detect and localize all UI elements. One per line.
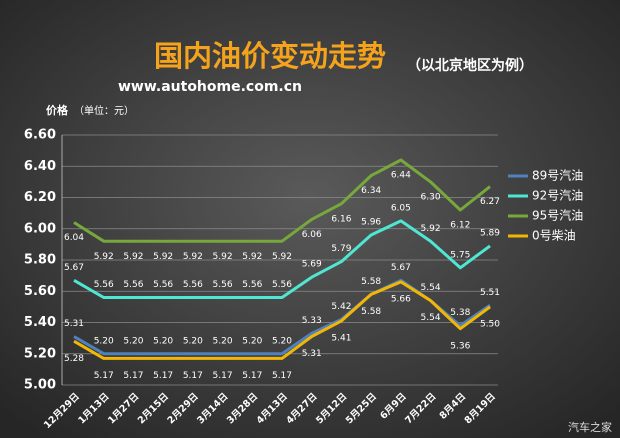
data-label: 5.20 bbox=[272, 336, 292, 346]
data-label: 5.38 bbox=[450, 308, 470, 318]
data-label: 5.42 bbox=[331, 302, 351, 312]
data-label: 5.75 bbox=[450, 250, 470, 260]
data-label: 5.56 bbox=[272, 280, 292, 290]
data-label: 5.17 bbox=[123, 371, 143, 381]
data-label: 5.92 bbox=[213, 252, 233, 262]
data-label: 5.92 bbox=[272, 252, 292, 262]
y-tick-label: 6.20 bbox=[24, 190, 56, 205]
data-label: 5.56 bbox=[123, 280, 143, 290]
legend-label: 92号汽油 bbox=[532, 188, 583, 203]
data-label: 5.51 bbox=[480, 288, 500, 298]
data-label: 5.56 bbox=[242, 280, 262, 290]
y-tick-label: 6.40 bbox=[24, 159, 56, 174]
data-label: 5.58 bbox=[361, 277, 381, 287]
data-label: 5.20 bbox=[213, 336, 233, 346]
data-label: 5.20 bbox=[94, 336, 114, 346]
line-series bbox=[73, 158, 491, 243]
data-label: 5.31 bbox=[302, 349, 322, 359]
line-series bbox=[73, 219, 491, 299]
y-axis-unit: （单位：元） bbox=[74, 104, 134, 117]
data-label: 5.56 bbox=[213, 280, 233, 290]
y-axis-label: 价格 bbox=[46, 103, 69, 117]
data-label: 6.05 bbox=[391, 203, 411, 213]
data-label: 6.34 bbox=[361, 186, 381, 196]
data-label: 5.56 bbox=[183, 280, 203, 290]
data-label: 5.17 bbox=[213, 371, 233, 381]
data-label: 5.69 bbox=[302, 260, 322, 270]
legend-label: 0号柴油 bbox=[532, 229, 576, 243]
data-label: 6.30 bbox=[421, 192, 441, 202]
data-label: 5.66 bbox=[391, 294, 411, 304]
data-label: 5.17 bbox=[242, 371, 262, 381]
data-label: 5.79 bbox=[331, 244, 351, 254]
y-tick-label: 5.20 bbox=[24, 346, 56, 361]
data-label: 5.92 bbox=[421, 224, 441, 234]
data-label: 6.04 bbox=[64, 233, 84, 243]
data-label: 5.67 bbox=[64, 263, 84, 273]
watermark: 汽车之家 bbox=[568, 420, 612, 434]
chart-subtitle: （以北京地区为例） bbox=[407, 57, 533, 74]
data-label: 5.31 bbox=[64, 319, 84, 329]
source-url: www.autohome.com.cn bbox=[118, 79, 302, 95]
data-label: 6.06 bbox=[302, 230, 322, 240]
data-label: 5.33 bbox=[302, 316, 322, 326]
legend-label: 95号汽油 bbox=[532, 208, 583, 223]
data-label: 5.17 bbox=[94, 371, 114, 381]
data-label: 5.58 bbox=[361, 307, 381, 317]
data-label: 6.16 bbox=[331, 214, 351, 224]
data-label: 5.20 bbox=[153, 336, 173, 346]
data-label: 5.92 bbox=[94, 252, 114, 262]
data-label: 5.56 bbox=[94, 280, 114, 290]
y-tick-label: 5.80 bbox=[24, 253, 56, 268]
data-label: 5.92 bbox=[123, 252, 143, 262]
data-label: 5.20 bbox=[183, 336, 203, 346]
y-tick-label: 5.40 bbox=[24, 315, 56, 330]
data-label: 5.20 bbox=[123, 336, 143, 346]
data-label: 5.28 bbox=[64, 354, 84, 364]
data-label: 5.17 bbox=[183, 371, 203, 381]
y-tick-label: 5.60 bbox=[24, 284, 56, 299]
data-label: 6.44 bbox=[391, 171, 411, 181]
data-label: 6.12 bbox=[450, 221, 470, 231]
data-label: 6.27 bbox=[480, 197, 500, 207]
data-label: 5.96 bbox=[361, 218, 381, 228]
data-label: 5.20 bbox=[242, 336, 262, 346]
data-label: 5.41 bbox=[331, 333, 351, 343]
data-label: 5.17 bbox=[272, 371, 292, 381]
y-tick-label: 5.00 bbox=[24, 378, 56, 393]
data-label: 5.67 bbox=[391, 263, 411, 273]
data-label: 5.56 bbox=[153, 280, 173, 290]
legend-label: 89号汽油 bbox=[532, 168, 583, 183]
chart-title: 国内油价变动走势 bbox=[154, 39, 386, 73]
y-tick-label: 6.60 bbox=[24, 128, 56, 143]
data-label: 5.54 bbox=[421, 313, 441, 323]
data-label: 5.89 bbox=[480, 228, 500, 238]
data-label: 5.54 bbox=[421, 283, 441, 293]
line-series bbox=[73, 280, 491, 360]
data-label: 5.36 bbox=[450, 341, 470, 351]
data-label: 5.50 bbox=[480, 319, 500, 329]
data-label: 5.92 bbox=[153, 252, 173, 262]
data-label: 5.17 bbox=[153, 371, 173, 381]
y-tick-label: 6.00 bbox=[24, 221, 56, 236]
data-label: 5.92 bbox=[183, 252, 203, 262]
data-label: 5.92 bbox=[242, 252, 262, 262]
